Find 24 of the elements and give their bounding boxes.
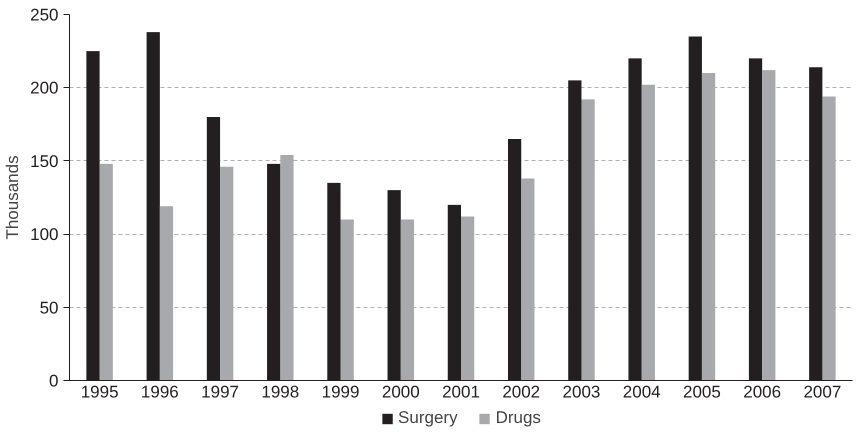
x-tick-label: 2002 [502,382,540,402]
bar [642,84,655,380]
y-tick-label: 100 [30,225,59,244]
y-tick-label: 50 [40,298,59,318]
x-tick-label: 2003 [562,382,600,402]
x-tick-label: 2000 [382,382,420,402]
y-tick-label: 150 [30,152,59,171]
x-tick-label: 2001 [442,382,480,402]
legend-label: Drugs [496,408,541,428]
y-tick-label: 250 [30,6,59,24]
y-axis-title: Thousands [3,155,22,240]
y-tick-label: 0 [49,372,59,390]
x-tick-label: 1998 [261,382,300,402]
x-tick-label: 2007 [803,382,842,402]
x-tick-label: 2004 [622,382,661,402]
x-tick-label: 1999 [322,382,360,402]
x-tick-label: 1995 [80,382,119,402]
x-tick-label: 1997 [201,382,239,402]
bar [340,219,354,380]
y-tick-label: 200 [30,78,59,98]
x-tick-label: 2006 [743,382,782,402]
x-tick-label: 1996 [140,382,179,402]
x-tick-label: 2005 [683,382,721,402]
legend-label: Surgery [398,408,458,428]
